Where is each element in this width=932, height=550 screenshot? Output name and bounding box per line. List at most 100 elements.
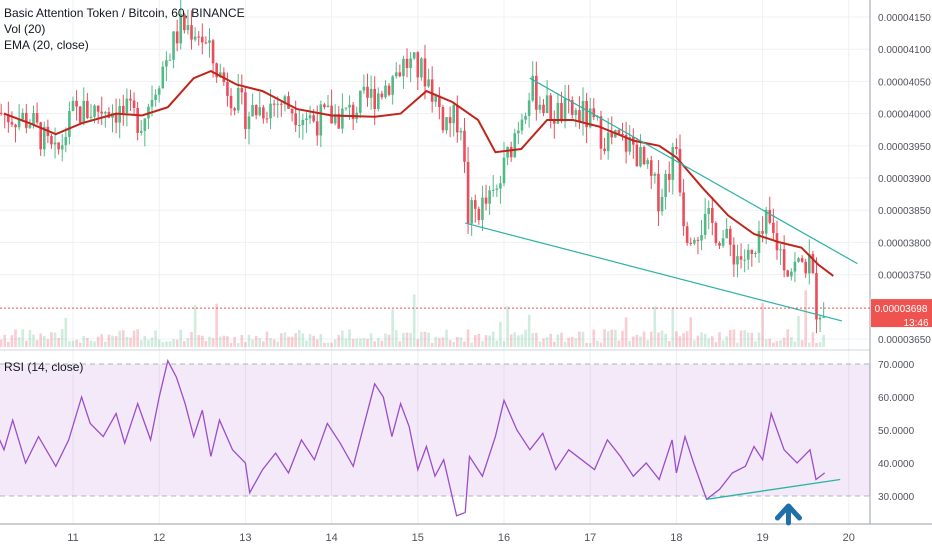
volume-bar — [215, 303, 218, 347]
volume-bar — [71, 340, 75, 347]
volume-bar — [739, 330, 743, 347]
volume-bar — [208, 336, 211, 347]
volume-bar — [319, 334, 323, 347]
symbol-title[interactable]: Basic Attention Token / Bitcoin, 60, BIN… — [4, 6, 245, 20]
candle-body — [50, 135, 53, 145]
candle-body — [86, 100, 89, 119]
volume-bar — [786, 329, 790, 347]
volume-bar — [183, 341, 186, 347]
volume-bar — [682, 333, 685, 347]
volume-bar — [646, 340, 649, 347]
volume-bar — [28, 330, 32, 347]
volume-bar — [782, 337, 786, 347]
volume-bar — [800, 340, 804, 347]
candle-body — [175, 31, 179, 44]
volume-bar — [17, 337, 21, 347]
rsi-legend[interactable]: RSI (14, close) — [4, 360, 83, 374]
volume-bar — [68, 341, 71, 347]
volume-bar — [323, 342, 326, 347]
volume-bar — [201, 335, 204, 347]
volume-bar — [818, 342, 822, 347]
candle-body — [438, 95, 441, 108]
volume-bar — [233, 336, 236, 347]
candle-body — [269, 103, 272, 119]
time-tick-label: 20 — [843, 532, 855, 544]
volume-bar — [86, 338, 89, 347]
candle-body — [373, 88, 376, 109]
candle-body — [588, 108, 592, 128]
volume-bar — [132, 330, 136, 347]
volume-bar — [376, 337, 380, 347]
volume-bar — [700, 332, 703, 347]
candle-body — [78, 106, 82, 123]
candle-body — [804, 261, 807, 274]
candle-body — [707, 208, 711, 214]
rsi-support-line[interactable] — [706, 478, 841, 500]
candle-body — [294, 113, 297, 126]
volume-bar — [452, 342, 456, 347]
candle-body — [233, 108, 236, 111]
volume-bar — [301, 333, 305, 347]
rsi-tick-label: 30.0000 — [878, 492, 915, 503]
time-axis[interactable]: 11 12 13 14 15 16 17 18 19 20 — [67, 532, 855, 544]
volume-bar — [617, 340, 621, 347]
candle-body — [696, 239, 700, 241]
candle-body — [25, 112, 28, 128]
ema-legend[interactable]: EMA (20, close) — [4, 38, 89, 52]
candle-body — [71, 100, 75, 112]
volume-bar — [315, 339, 319, 347]
ema-line — [3, 69, 834, 277]
candle-body — [165, 60, 168, 67]
candle-body — [100, 111, 104, 114]
candle-body — [35, 113, 39, 123]
candle-body — [28, 124, 32, 128]
candle-body — [790, 271, 793, 277]
candle-body — [739, 256, 743, 260]
time-tick-label: 16 — [498, 532, 510, 544]
candle-body — [779, 249, 782, 251]
volume-bar — [664, 333, 667, 347]
volume-bar — [524, 329, 527, 347]
volume-bar — [100, 334, 104, 347]
volume-bar — [757, 332, 761, 347]
candle-body — [384, 85, 387, 98]
volume-bar — [743, 330, 746, 347]
volume-legend[interactable]: Vol (20) — [4, 22, 45, 36]
volume-bar — [165, 341, 168, 347]
volume-bar — [531, 333, 535, 347]
volume-bar — [204, 341, 208, 347]
candle-body — [416, 52, 420, 78]
volume-bar — [290, 336, 294, 347]
volume-bar — [78, 342, 82, 347]
candle-body — [229, 95, 233, 109]
candle-body — [305, 118, 308, 120]
volume-bar — [111, 335, 114, 347]
candle-body — [786, 270, 790, 277]
price-axis[interactable]: 0.00004150 0.00004100 0.00004050 0.00004000… — [878, 13, 931, 346]
price-tick-label: 0.00004000 — [878, 110, 931, 121]
volume-bar — [804, 290, 807, 347]
candle-body — [193, 36, 197, 40]
candle-body — [570, 100, 574, 115]
volume-bar — [168, 341, 172, 347]
volume-bar — [409, 332, 412, 347]
volume-bar — [262, 341, 265, 347]
rsi-axis[interactable]: 70.0000 60.0000 50.0000 40.0000 30.0000 — [878, 360, 915, 503]
candle-body — [341, 108, 344, 129]
volume-bar — [477, 334, 481, 347]
volume-bar — [596, 340, 599, 347]
volume-bar — [685, 331, 689, 347]
candle-body — [772, 222, 775, 234]
candle-body — [89, 116, 93, 119]
candle-body — [556, 102, 560, 124]
rsi-line — [0, 358, 826, 517]
candle-body — [574, 110, 578, 115]
volume-bar — [348, 329, 351, 347]
volume-bar — [121, 330, 125, 347]
volume-bar — [721, 340, 725, 347]
price-trendlines[interactable] — [465, 77, 858, 322]
volume-bar — [807, 342, 811, 347]
volume-bar — [779, 340, 782, 347]
volume-bar — [355, 338, 359, 347]
